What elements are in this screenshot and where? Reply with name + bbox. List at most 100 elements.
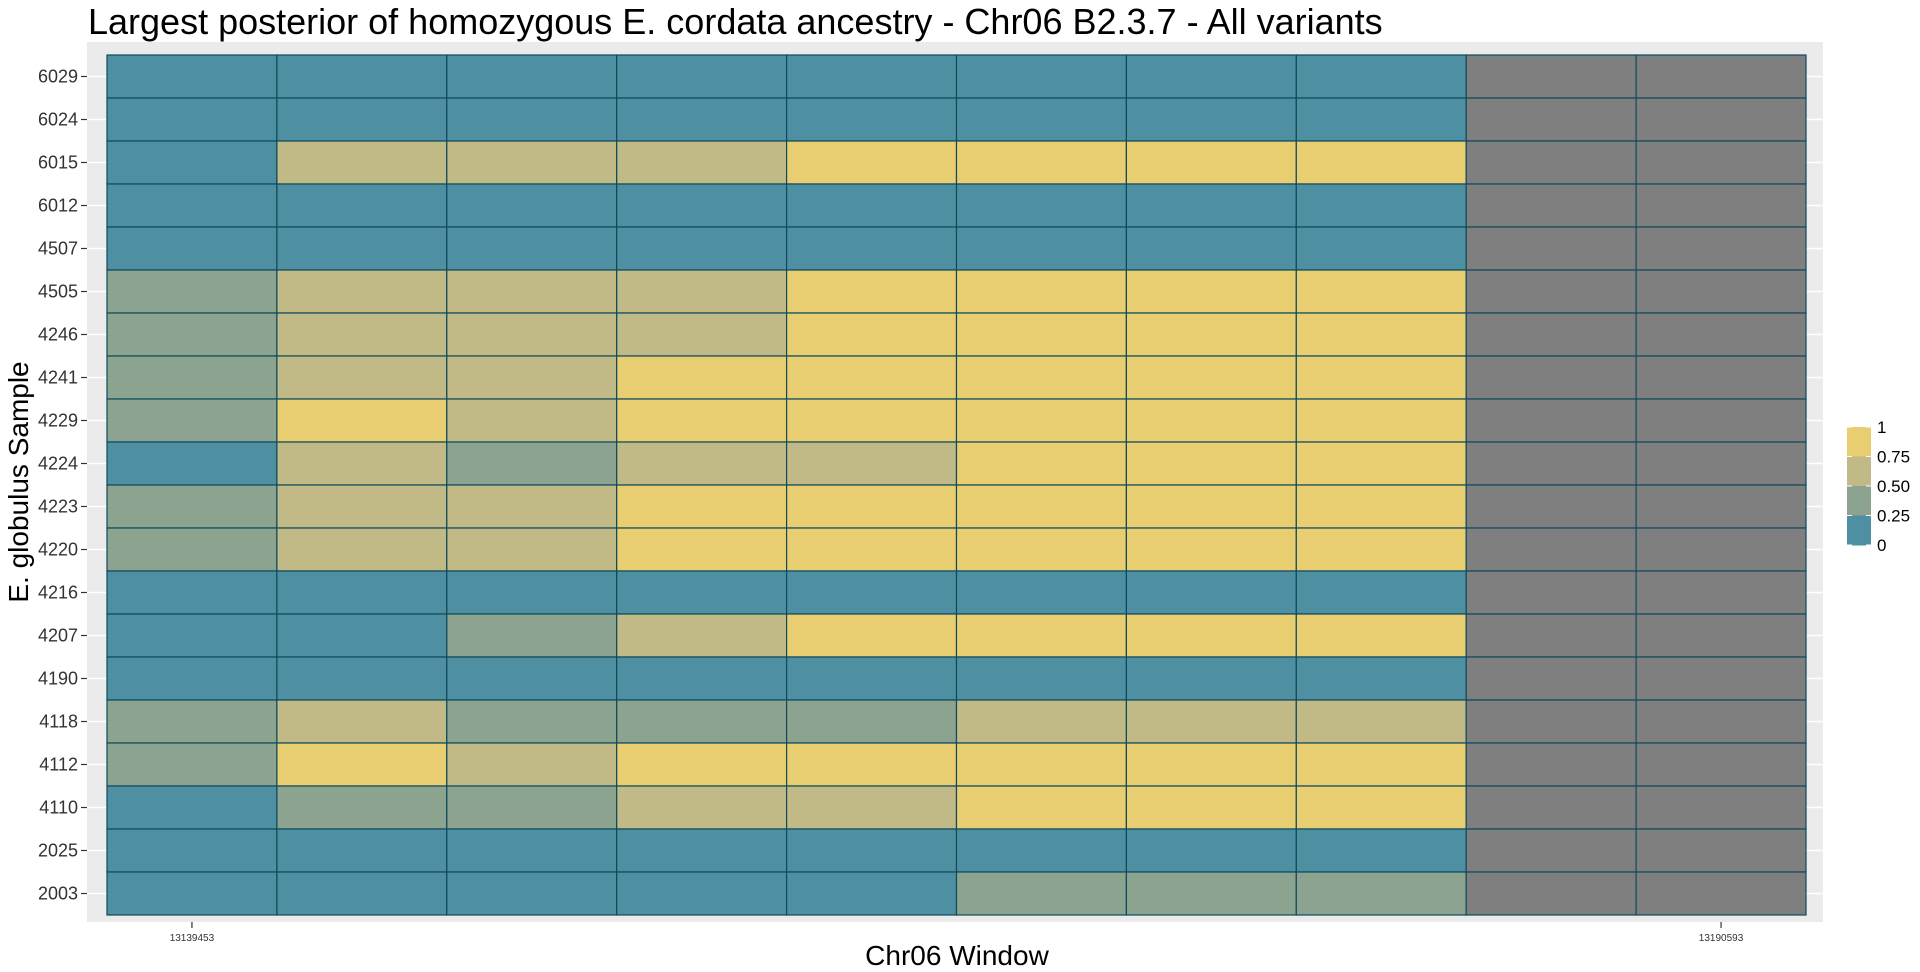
heatmap-cell-2025-0: [106, 828, 278, 873]
heatmap-cell-4110-7: [1295, 785, 1467, 830]
heatmap-cell-4246-6: [1125, 312, 1297, 357]
heatmap-cell-4224-8: [1465, 441, 1637, 486]
heatmap-cell-4505-9: [1635, 269, 1807, 314]
x-axis: 13139453 13190593: [170, 922, 1744, 944]
heatmap-cell-4246-4: [785, 312, 958, 357]
heatmap-cell-4216-6: [1125, 570, 1297, 615]
heatmap-cell-4223-7: [1295, 484, 1467, 529]
heatmap-cell-2003-6: [1125, 871, 1297, 916]
heatmap-cell-4118-7: [1295, 699, 1467, 744]
heatmap-cell-6024-0: [106, 97, 278, 142]
heatmap-cell-4229-9: [1635, 398, 1807, 443]
heatmap-cell-4224-4: [785, 441, 958, 486]
y-tick-label-4507: 4507: [38, 239, 78, 259]
heatmap-cell-4216-1: [276, 570, 448, 615]
heatmap-cell-4190-6: [1125, 656, 1297, 701]
y-tick-label-6015: 6015: [38, 153, 78, 173]
heatmap-cell-4110-8: [1465, 785, 1637, 830]
heatmap-cell-4216-4: [785, 570, 958, 615]
heatmap-cell-4223-5: [955, 484, 1127, 529]
heatmap-cell-4220-5: [955, 527, 1127, 572]
heatmap-cell-6012-6: [1125, 183, 1297, 228]
heatmap-cell-4220-0: [106, 527, 278, 572]
heatmap-cell-4110-9: [1635, 785, 1807, 830]
y-tick-label-4241: 4241: [38, 368, 78, 388]
heatmap-cell-4223-0: [106, 484, 278, 529]
heatmap-cell-4220-7: [1295, 527, 1467, 572]
heatmap-cell-4207-2: [446, 613, 618, 658]
y-tick-label-4112: 4112: [39, 755, 78, 775]
heatmap-cell-4229-7: [1295, 398, 1467, 443]
y-tick-label-4505: 4505: [38, 282, 78, 302]
heatmap-cell-4112-1: [276, 742, 448, 787]
heatmap-cell-4190-2: [446, 656, 618, 701]
heatmap-cell-2025-1: [276, 828, 448, 873]
y-tick-label-4229: 4229: [38, 411, 78, 431]
heatmap-cell-4223-8: [1465, 484, 1637, 529]
heatmap-cell-4507-7: [1295, 226, 1467, 271]
legend-color-segment: [1847, 456, 1871, 487]
heatmap-cell-6015-4: [785, 140, 958, 185]
heatmap-cell-4241-3: [616, 355, 788, 400]
heatmap-cell-4112-3: [616, 742, 788, 787]
x-tick-label: 13139453: [170, 933, 215, 944]
heatmap-cell-4246-8: [1465, 312, 1637, 357]
y-tick-label-6024: 6024: [38, 110, 78, 130]
heatmap-cell-6012-9: [1635, 183, 1807, 228]
heatmap-cell-6012-7: [1295, 183, 1467, 228]
heatmap-cell-4224-3: [616, 441, 788, 486]
heatmap-cell-2003-4: [785, 871, 958, 916]
heatmap-cell-6015-3: [616, 140, 788, 185]
heatmap-cell-4220-9: [1635, 527, 1807, 572]
heatmap-cell-4507-3: [616, 226, 788, 271]
heatmap-cell-6029-1: [276, 54, 448, 99]
heatmap-cell-4507-2: [446, 226, 618, 271]
heatmap-cell-6015-9: [1635, 140, 1807, 185]
heatmap-cell-4207-7: [1295, 613, 1467, 658]
heatmap-cell-4505-3: [616, 269, 788, 314]
heatmap-cell-4241-5: [955, 355, 1127, 400]
heatmap-cell-4118-9: [1635, 699, 1807, 744]
heatmap-cell-4246-3: [616, 312, 788, 357]
heatmap-cell-4505-8: [1465, 269, 1637, 314]
heatmap-cell-4216-3: [616, 570, 788, 615]
heatmap-cell-4216-8: [1465, 570, 1637, 615]
heatmap-cell-4507-4: [785, 226, 958, 271]
heatmap-cell-4505-2: [446, 269, 618, 314]
heatmap-cell-4246-0: [106, 312, 278, 357]
heatmap-cell-4505-0: [106, 269, 278, 314]
legend-label: 0.50: [1877, 477, 1910, 496]
y-axis: 6029 6024 6015 6012 4507 4505 4246 4241 4229 4224…: [38, 67, 87, 904]
heatmap-cell-4207-4: [785, 613, 958, 658]
heatmap-cell-4118-1: [276, 699, 448, 744]
heatmap-cell-6015-6: [1125, 140, 1297, 185]
heatmap-cell-4110-1: [276, 785, 448, 830]
heatmap-cell-6012-4: [785, 183, 958, 228]
heatmap-cell-4110-5: [955, 785, 1127, 830]
y-tick-label-4224: 4224: [38, 454, 78, 474]
heatmap-cell-6015-5: [955, 140, 1127, 185]
x-axis-title: Chr06 Window: [865, 940, 1049, 971]
heatmap-cell-4207-0: [106, 613, 278, 658]
legend: 0 0.25 0.50 0.75 1: [1847, 418, 1910, 555]
heatmap-cell-4112-8: [1465, 742, 1637, 787]
legend-label: 0.75: [1877, 448, 1910, 467]
heatmap-cell-4216-5: [955, 570, 1127, 615]
heatmap-cell-4190-0: [106, 656, 278, 701]
heatmap-cell-6015-2: [446, 140, 618, 185]
legend-label: 0: [1877, 536, 1886, 555]
heatmap-cell-4246-1: [276, 312, 448, 357]
legend-label: 1: [1877, 418, 1886, 437]
chart-title: Largest posterior of homozygous E. corda…: [88, 1, 1383, 42]
heatmap-cell-4207-5: [955, 613, 1127, 658]
heatmap-cell-4223-4: [785, 484, 958, 529]
heatmap-cell-6012-8: [1465, 183, 1637, 228]
heatmap-cell-4224-1: [276, 441, 448, 486]
y-tick-label-4223: 4223: [38, 497, 78, 517]
heatmap-cell-4220-4: [785, 527, 958, 572]
heatmap-cell-4207-8: [1465, 613, 1637, 658]
heatmap-cell-4216-0: [106, 570, 278, 615]
heatmap-cell-4110-2: [446, 785, 618, 830]
heatmap-cell-4223-6: [1125, 484, 1297, 529]
